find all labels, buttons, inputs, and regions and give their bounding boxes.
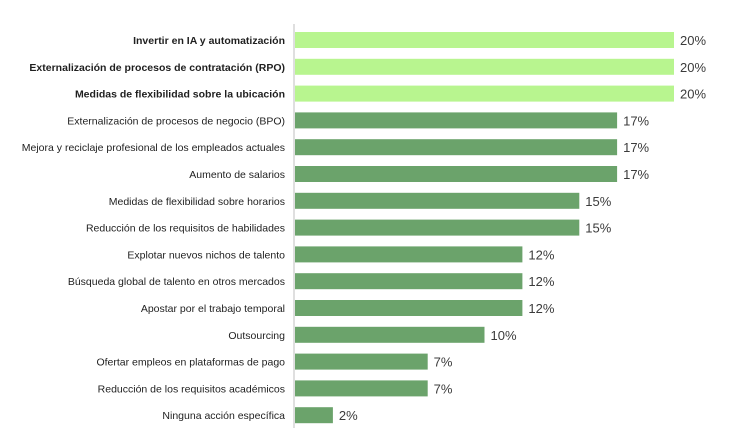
category-label-11: Apostar por el trabajo temporal [141, 303, 285, 315]
bar-12 [295, 326, 485, 343]
bar-8 [295, 219, 580, 236]
category-label-10: Búsqueda global de talento en otros merc… [68, 276, 285, 288]
bar-7 [295, 192, 580, 209]
bar-11 [295, 300, 523, 316]
value-label-6: 17% [623, 167, 649, 182]
category-label-9: Explotar nuevos nichos de talento [127, 249, 285, 261]
value-label-1: 20% [680, 33, 706, 48]
category-label-4: Externalización de procesos de negocio (… [67, 115, 285, 127]
category-label-2: Externalización de procesos de contratac… [29, 62, 285, 74]
bar-1 [295, 32, 674, 48]
value-label-11: 12% [528, 301, 554, 316]
value-label-14: 7% [434, 381, 453, 396]
bar-13 [295, 353, 428, 370]
category-label-7: Medidas de flexibilidad sobre horarios [109, 196, 285, 208]
bar-4 [295, 112, 618, 129]
bar-5 [295, 139, 618, 156]
value-label-4: 17% [623, 113, 649, 128]
category-label-12: Outsourcing [228, 330, 285, 342]
value-label-7: 15% [585, 194, 611, 209]
value-label-8: 15% [585, 221, 611, 236]
bar-14 [295, 380, 428, 397]
category-label-15: Ninguna acción específica [162, 410, 285, 422]
category-label-6: Aumento de salarios [189, 169, 285, 181]
category-label-3: Medidas de flexibilidad sobre la ubicaci… [75, 89, 285, 101]
value-label-2: 20% [680, 60, 706, 75]
bar-9 [295, 246, 523, 263]
category-label-14: Reducción de los requisitos académicos [98, 383, 285, 395]
bar-15 [295, 407, 333, 424]
value-label-12: 10% [491, 328, 517, 343]
value-label-10: 12% [528, 274, 554, 289]
bars-group [295, 32, 674, 424]
category-label-8: Reducción de los requisitos de habilidad… [86, 223, 285, 235]
bar-10 [295, 273, 523, 290]
value-label-3: 20% [680, 87, 706, 102]
category-label-5: Mejora y reciclaje profesional de los em… [22, 142, 285, 154]
bar-3 [295, 85, 674, 102]
value-label-9: 12% [528, 247, 554, 262]
bar-2 [295, 58, 674, 75]
category-labels-group: Invertir en IA y automatización Externali… [22, 35, 285, 422]
value-label-13: 7% [434, 355, 453, 370]
category-label-13: Ofertar empleos en plataformas de pago [96, 357, 285, 369]
value-label-5: 17% [623, 140, 649, 155]
bar-6 [295, 166, 618, 182]
value-label-15: 2% [339, 408, 358, 423]
category-label-1: Invertir en IA y automatización [133, 35, 285, 47]
value-labels-group: 20% 20% 20% 17% 17% 17% 15% 15% 12% 12% 12% 10% 7% 7%… [339, 33, 707, 423]
